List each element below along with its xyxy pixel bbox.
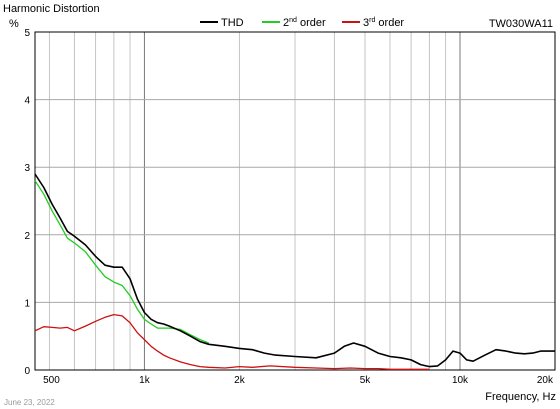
legend-label-thd: THD [221, 17, 244, 29]
x-tick-label: 1k [139, 375, 151, 386]
series-line-3rd-order [34, 313, 430, 370]
y-tick-labels: 0 1 2 3 4 5 [24, 28, 30, 377]
date-label: June 23, 2022 [4, 398, 55, 407]
x-tick-labels: 500 1k 2k 5k 10k 20k [43, 375, 554, 386]
grid [35, 31, 556, 371]
y-tick-label: 3 [24, 163, 30, 174]
series-line-2nd-order [34, 180, 210, 344]
x-tick-label: 20k [537, 375, 554, 386]
y-tick-label: 1 [24, 298, 30, 309]
legend: THD 2nd order 3rd order [200, 17, 404, 29]
y-axis-label: % [9, 18, 19, 30]
x-axis-label: Frequency, Hz [485, 391, 556, 403]
series-layer [34, 173, 555, 370]
y-tick-label: 2 [24, 231, 30, 242]
x-tick-label: 500 [43, 375, 60, 386]
x-tick-label: 5k [360, 375, 372, 386]
legend-label-2nd-order: 2nd order [283, 17, 326, 29]
y-tick-label: 5 [24, 28, 30, 39]
y-tick-label: 4 [24, 96, 30, 107]
series-line-thd [34, 173, 555, 368]
chart-title: Harmonic Distortion [3, 3, 100, 15]
legend-label-3rd-order: 3rd order [363, 17, 404, 29]
x-tick-label: 2k [234, 375, 246, 386]
plot-frame [34, 31, 556, 371]
model-label: TW030WA11 [489, 18, 553, 30]
y-tick-label: 0 [24, 366, 30, 377]
x-tick-label: 10k [452, 375, 469, 386]
